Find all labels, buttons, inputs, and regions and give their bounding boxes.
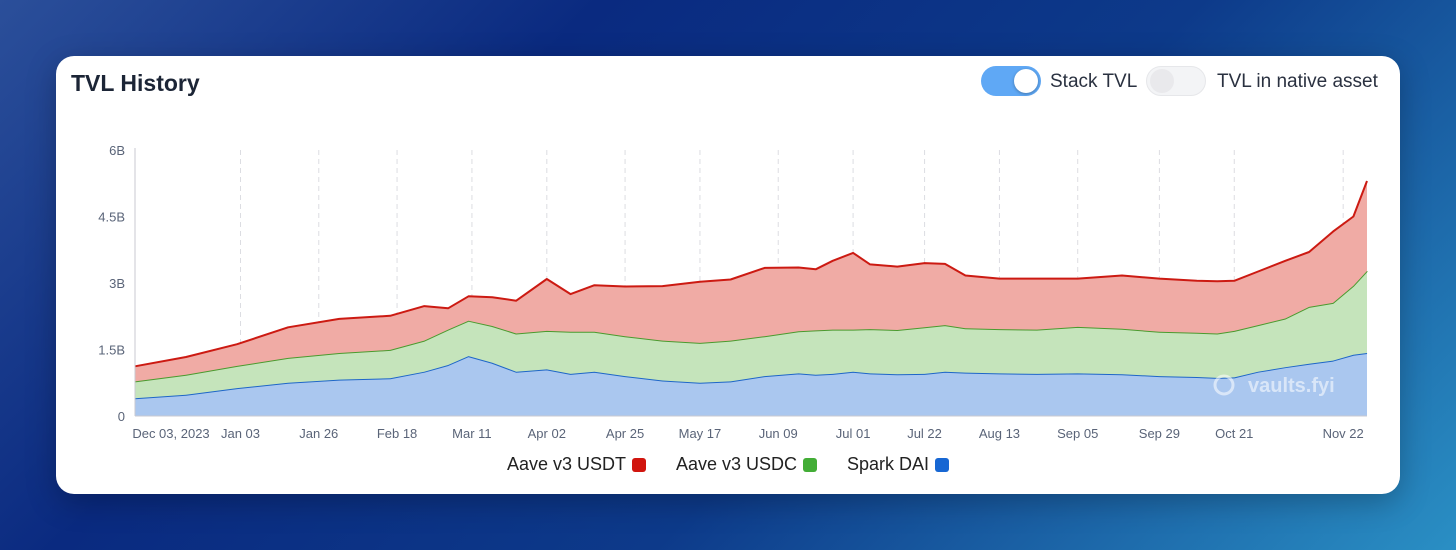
legend-swatch-aave-usdc: [803, 457, 818, 472]
x-tick-label: Aug 13: [979, 426, 1020, 441]
y-tick-label: 1.5B: [98, 343, 125, 358]
legend-item-spark-dai[interactable]: Spark DAI: [847, 454, 950, 475]
stack-tvl-toggle[interactable]: [981, 66, 1041, 96]
x-tick-label: Jun 09: [759, 426, 798, 441]
stack-tvl-toggle-knob: [1014, 69, 1038, 93]
watermark-text: vaults.fyi: [1248, 375, 1335, 397]
x-tick-label: Apr 25: [606, 426, 644, 441]
x-tick-label: May 17: [679, 426, 722, 441]
area-spark-dai: [135, 353, 1367, 416]
legend-swatch-aave-usdt: [631, 457, 646, 472]
y-tick-label: 3B: [109, 276, 125, 291]
x-tick-label: Sep 29: [1139, 426, 1180, 441]
legend-label-aave-usdc: Aave v3 USDC: [675, 454, 798, 474]
native-asset-label: TVL in native asset: [1217, 71, 1378, 92]
watermark-logo-icon: [1213, 374, 1235, 396]
chart-legend: Aave v3 USDT Aave v3 USDC Spark DAI: [56, 454, 1400, 475]
legend-item-aave-usdc[interactable]: Aave v3 USDC: [675, 454, 818, 475]
tvl-history-card: TVL History Stack TVL TVL in native asse…: [56, 56, 1400, 494]
x-tick-label: Mar 11: [452, 426, 492, 441]
x-tick-label: Sep 05: [1057, 426, 1098, 441]
native-asset-toggle-knob: [1150, 69, 1174, 93]
x-tick-label: Jul 01: [836, 426, 871, 441]
line-aave-usdt: [134, 180, 1368, 368]
x-tick-label: Jan 26: [299, 426, 338, 441]
x-tick-label: Dec 03, 2023: [132, 426, 209, 441]
y-tick-label: 4.5B: [98, 210, 125, 225]
x-tick-label: Feb 18: [377, 426, 417, 441]
x-tick-label: Nov 22: [1323, 426, 1364, 441]
area-aave-usdt: [135, 181, 1367, 382]
x-tick-label: Apr 02: [528, 426, 566, 441]
stack-tvl-label: Stack TVL: [1050, 71, 1138, 92]
area-aave-usdc: [135, 271, 1367, 399]
card-title: TVL History: [71, 70, 200, 96]
x-tick-label: Jul 22: [907, 426, 942, 441]
x-tick-label: Oct 21: [1215, 426, 1253, 441]
legend-label-spark-dai: Spark DAI: [847, 454, 930, 474]
native-asset-toggle[interactable]: [1146, 66, 1206, 96]
legend-label-aave-usdt: Aave v3 USDT: [506, 454, 626, 474]
legend-item-aave-usdt[interactable]: Aave v3 USDT: [507, 454, 646, 475]
y-tick-label: 6B: [109, 143, 125, 158]
x-tick-label: Jan 03: [221, 426, 260, 441]
y-tick-label: 0: [118, 409, 125, 424]
tvl-stacked-area-chart: 0 1.5B 3B 4.5B 6B Dec 03, 2023 Jan 03 Jan 26 Feb…: [98, 143, 1368, 441]
legend-swatch-spark-dai: [935, 457, 950, 472]
